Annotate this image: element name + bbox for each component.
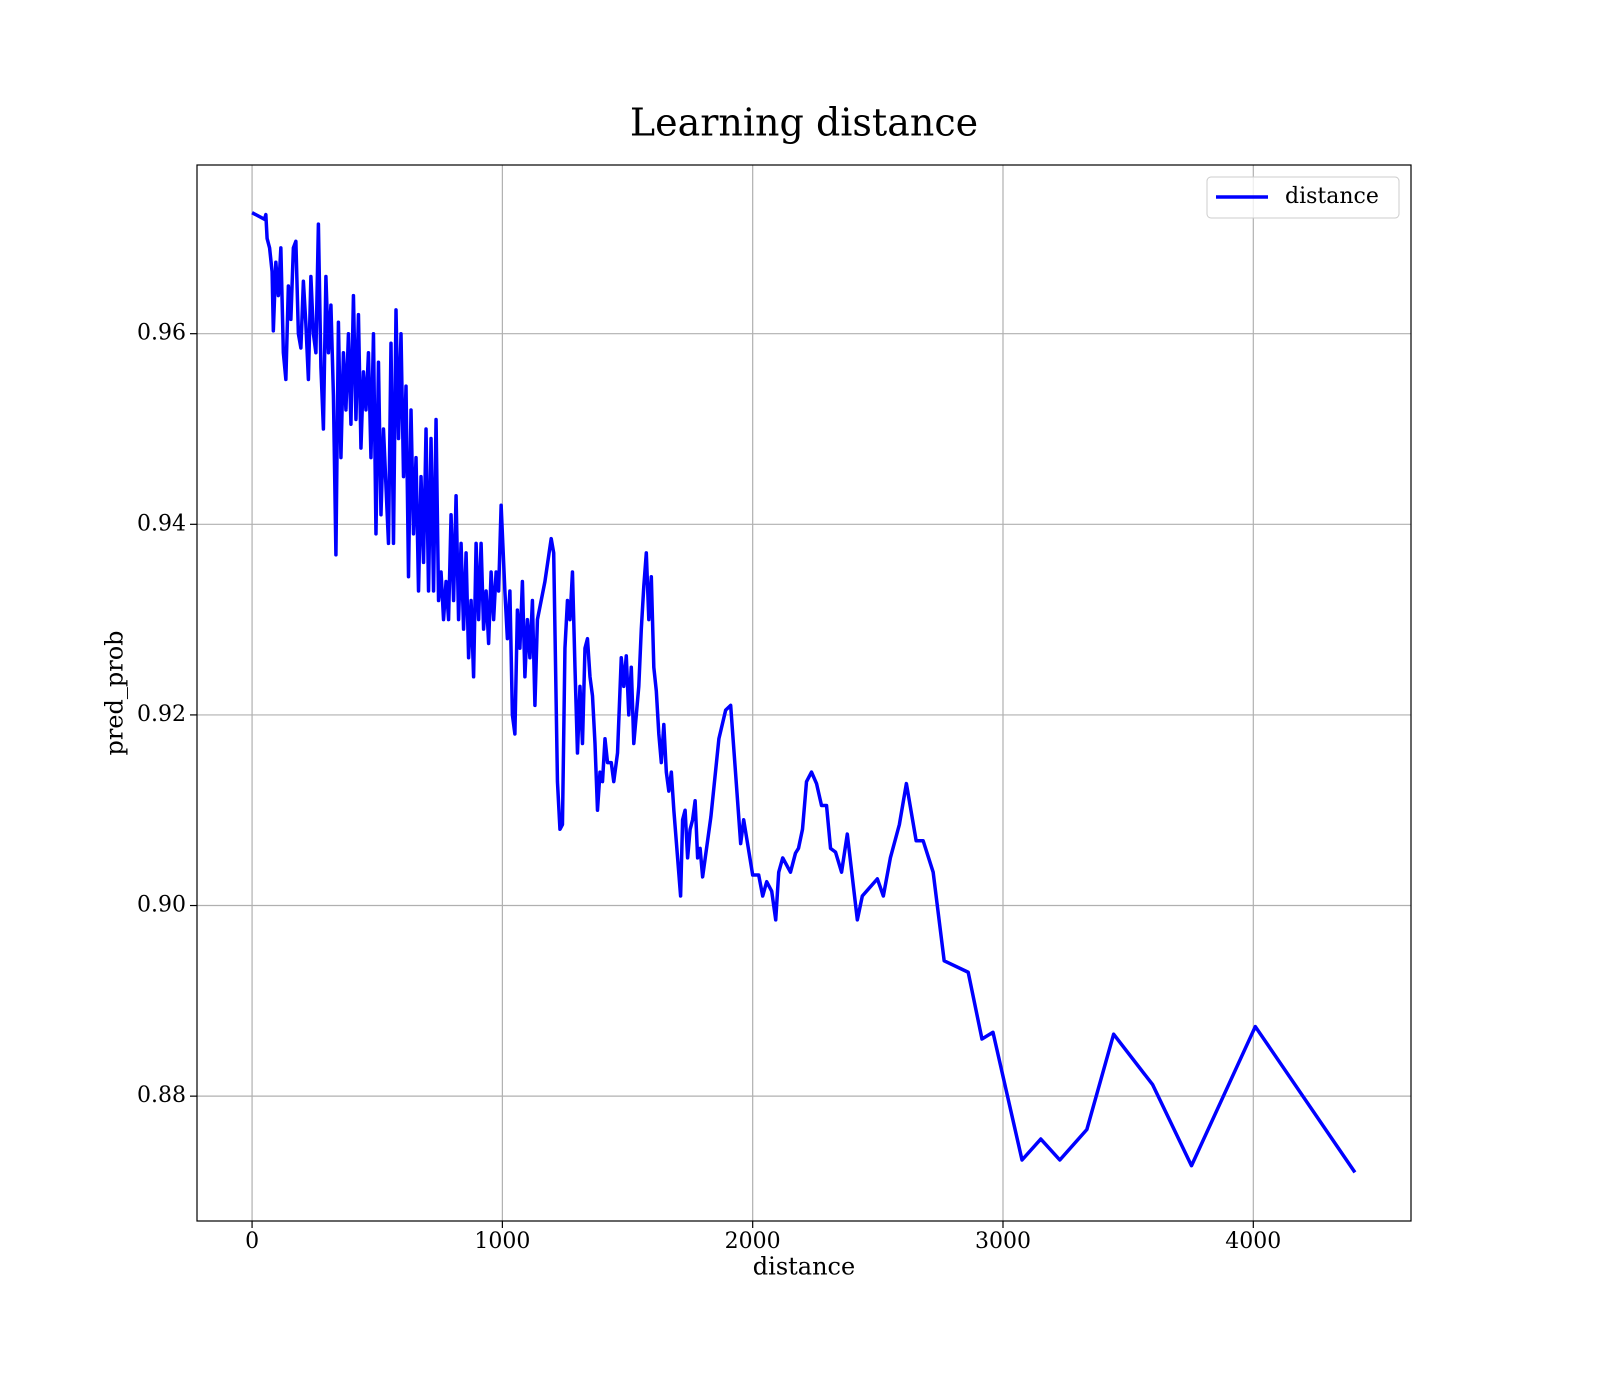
plot-frame — [196, 164, 1412, 1222]
data-line — [251, 211, 1357, 1174]
x-tick-label: 0 — [245, 1229, 259, 1254]
legend-label: distance — [1285, 184, 1379, 209]
x-axis-label: distance — [753, 1253, 855, 1281]
x-tick-label: 1000 — [474, 1229, 530, 1254]
y-tick-label: 0.88 — [137, 1083, 186, 1108]
x-tick-label: 2000 — [725, 1229, 781, 1254]
y-tick-label: 0.96 — [137, 321, 186, 346]
chart-title: Learning distance — [630, 101, 978, 145]
x-tick-label: 3000 — [975, 1229, 1031, 1254]
legend-box — [1206, 176, 1400, 219]
y-tick-label: 0.94 — [137, 511, 186, 536]
x-tick-label: 4000 — [1225, 1229, 1281, 1254]
y-tick-label: 0.92 — [137, 702, 186, 727]
y-tick-label: 0.90 — [137, 893, 186, 918]
y-axis-label: pred_prob — [101, 630, 129, 755]
